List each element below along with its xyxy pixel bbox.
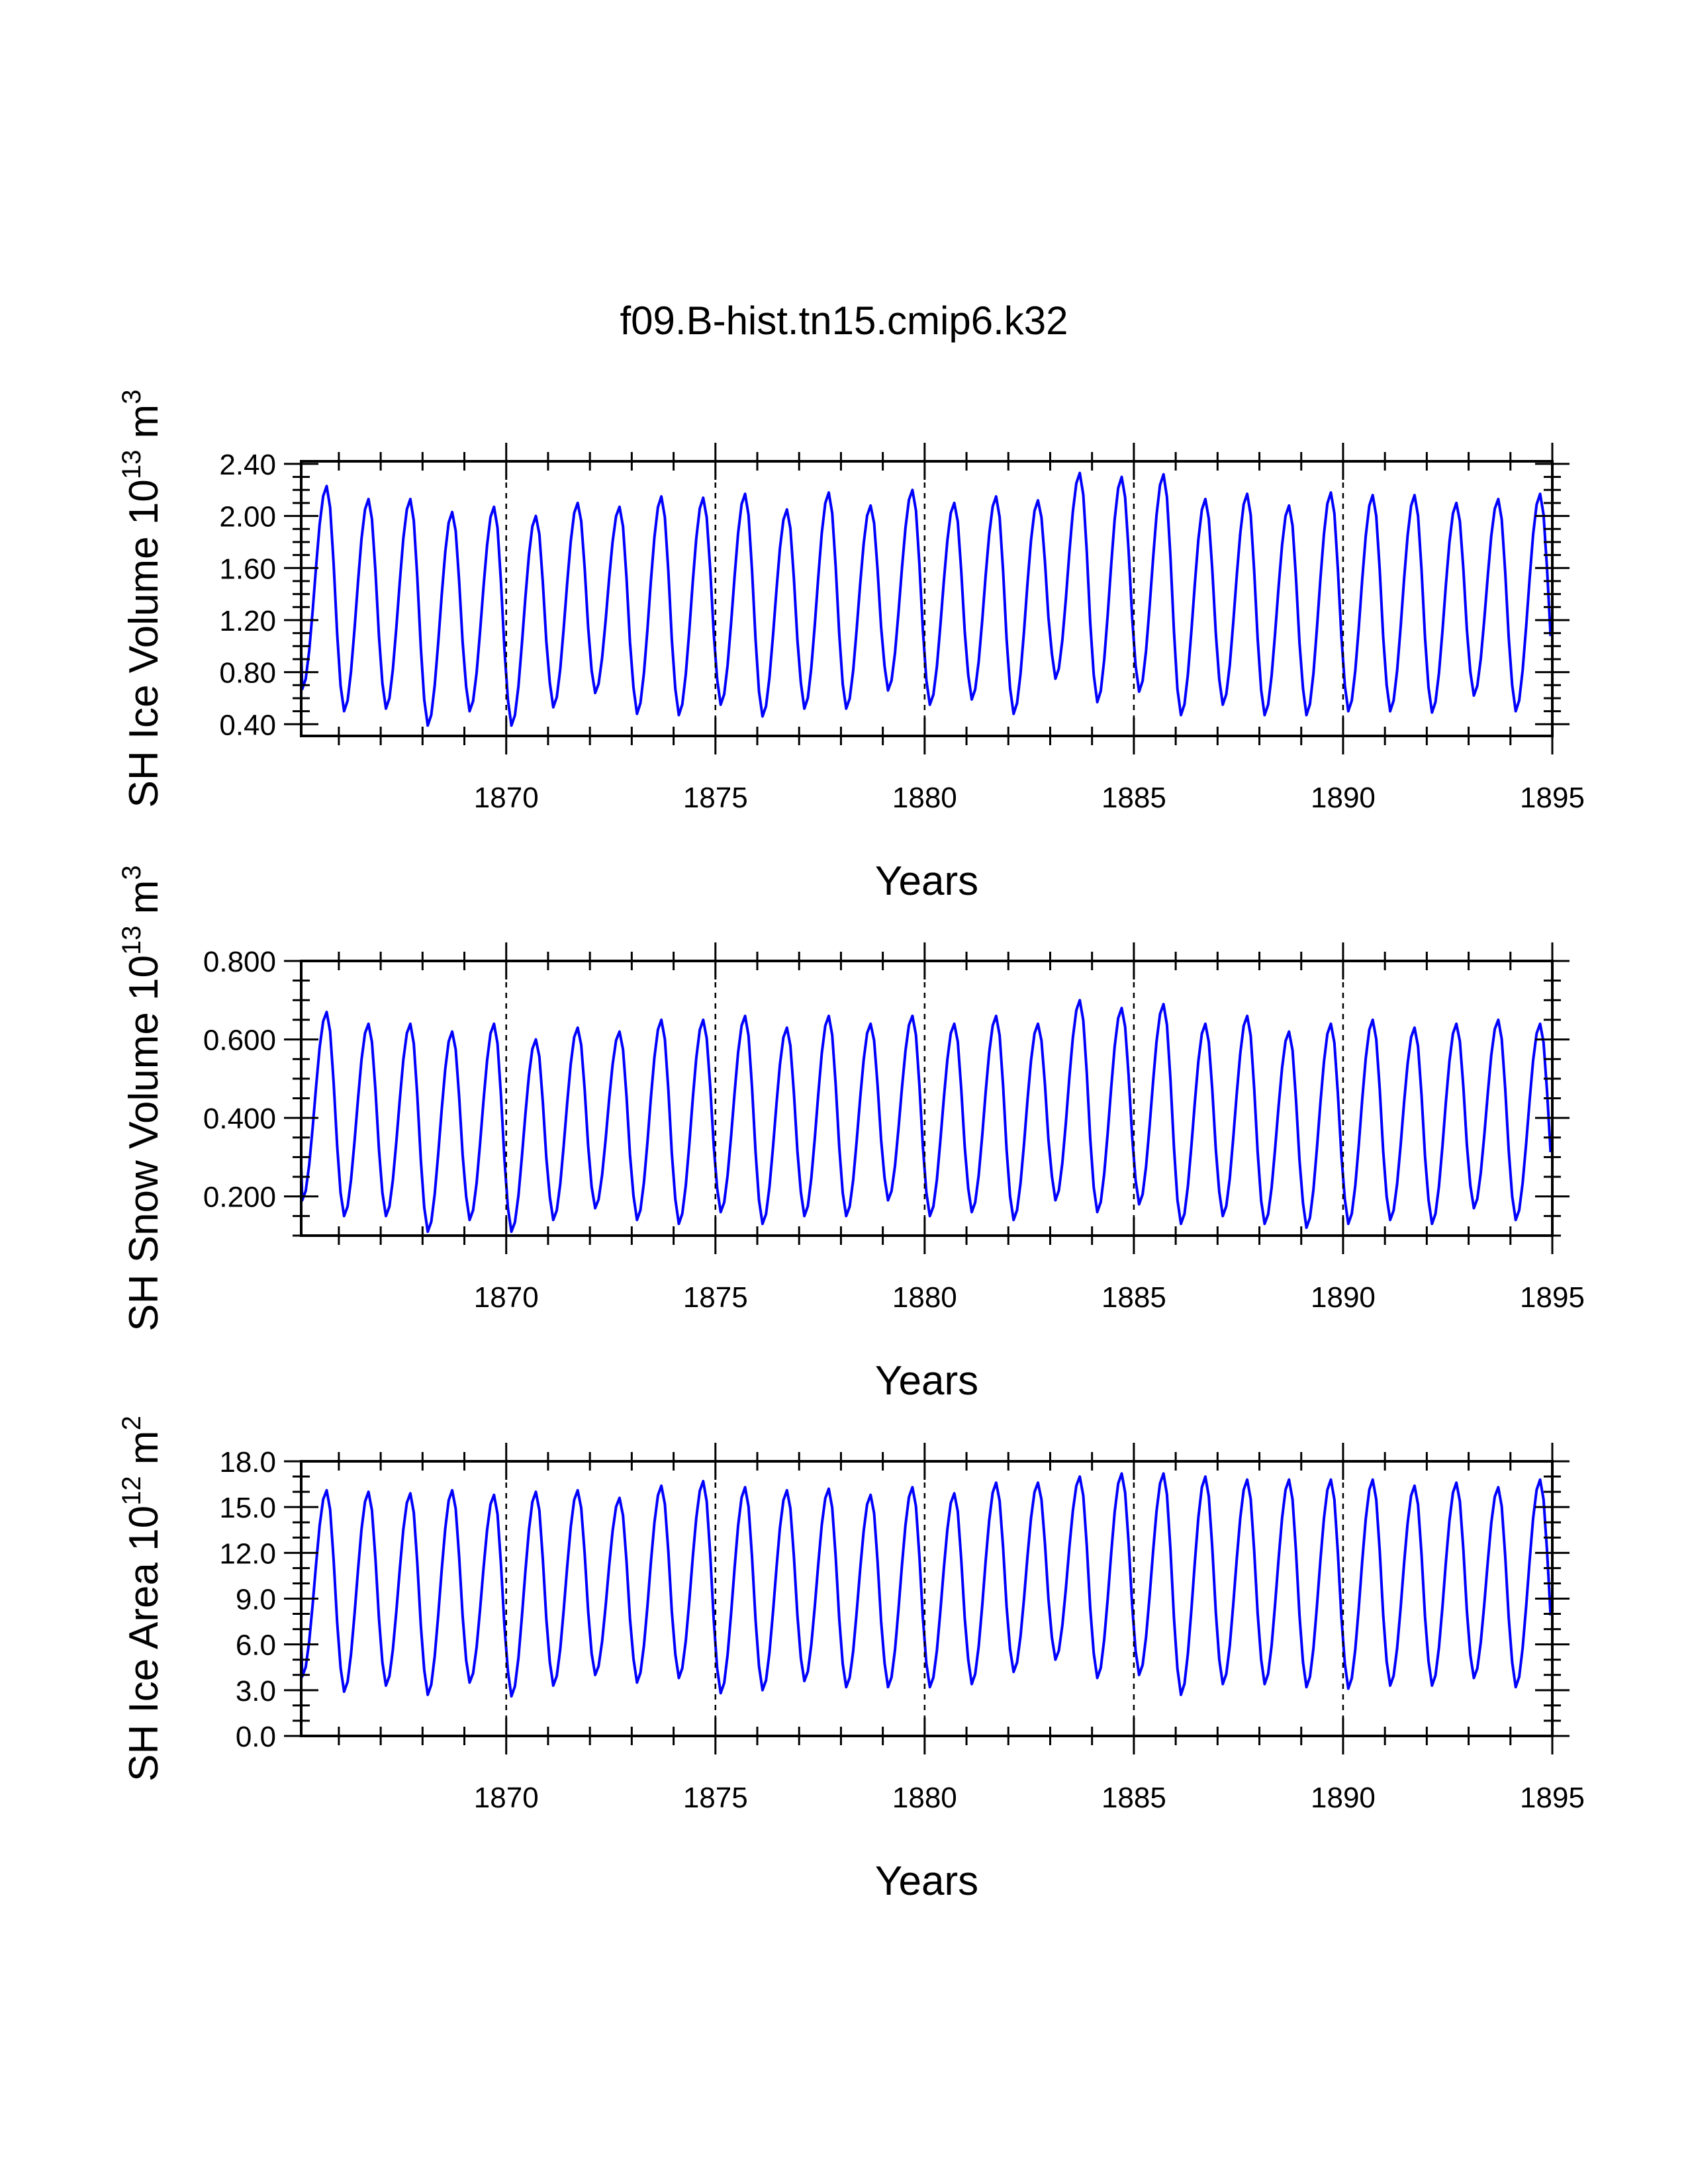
ice-volume-frame xyxy=(300,460,1554,737)
x-tick-label: 1890 xyxy=(1311,1281,1376,1314)
x-tick-label: 1875 xyxy=(683,1782,748,1814)
y-tick-label: 1.20 xyxy=(219,605,276,637)
y-tick-label: 15.0 xyxy=(219,1492,276,1524)
chart-ice-area: 1870 1875 1880 1885 1890 1895 0.0 3.0 6.0 9.0 12.0… xyxy=(117,1416,1585,1904)
snow-volume-series-line xyxy=(300,999,1552,1234)
y-tick-label: 6.0 xyxy=(236,1629,276,1662)
y-tick-label: 12.0 xyxy=(219,1537,276,1570)
x-tick-label: 1895 xyxy=(1520,782,1585,814)
chart-panels: 1870 1875 1880 1885 1890 1895 0.40 0.80 1.20 1.60… xyxy=(117,390,1585,1904)
ice-volume-x-axis-title: Years xyxy=(875,858,978,904)
x-tick-label: 1880 xyxy=(892,1782,957,1814)
y-tick-label: 1.60 xyxy=(219,553,276,585)
x-tick-label: 1895 xyxy=(1520,1782,1585,1814)
x-tick-label: 1885 xyxy=(1102,1782,1166,1814)
x-tick-label: 1895 xyxy=(1520,1281,1585,1314)
chart-ice-volume: 1870 1875 1880 1885 1890 1895 0.40 0.80 1.20 1.60… xyxy=(117,390,1585,904)
x-tick-label: 1870 xyxy=(474,1281,539,1314)
y-tick-label: 0.40 xyxy=(219,709,276,741)
y-tick-label: 0.400 xyxy=(203,1103,276,1135)
y-tick-label: 2.00 xyxy=(219,501,276,533)
ice-area-series-line xyxy=(300,1472,1552,1698)
x-tick-label: 1870 xyxy=(474,782,539,814)
y-tick-label: 0.0 xyxy=(236,1721,276,1753)
x-tick-label: 1870 xyxy=(474,1782,539,1814)
x-tick-label: 1875 xyxy=(683,782,748,814)
ice-volume-y-axis-title: SH Ice Volume 1013 m3 xyxy=(117,390,167,808)
x-tick-label: 1875 xyxy=(683,1281,748,1314)
figure-title: f09.B-hist.tn15.cmip6.k32 xyxy=(620,298,1068,343)
ice-area-y-axis-title: SH Ice Area 1012 m2 xyxy=(117,1416,167,1782)
x-tick-label: 1890 xyxy=(1311,782,1376,814)
y-tick-label: 9.0 xyxy=(236,1584,276,1616)
y-tick-label: 0.800 xyxy=(203,946,276,978)
y-tick-label: 2.40 xyxy=(219,449,276,481)
x-tick-label: 1885 xyxy=(1102,1281,1166,1314)
y-tick-label: 0.200 xyxy=(203,1181,276,1214)
x-tick-label: 1885 xyxy=(1102,782,1166,814)
x-tick-label: 1890 xyxy=(1311,1782,1376,1814)
y-tick-label: 3.0 xyxy=(236,1675,276,1707)
y-tick-label: 18.0 xyxy=(219,1446,276,1479)
ice-volume-series-line xyxy=(300,471,1552,727)
snow-volume-x-axis-title: Years xyxy=(875,1358,978,1404)
snow-volume-y-axis-title: SH Snow Volume 1013 m3 xyxy=(117,865,167,1331)
chart-snow-volume: 1870 1875 1880 1885 1890 1895 0.200 0.400 0.600 0… xyxy=(117,865,1585,1404)
x-tick-label: 1880 xyxy=(892,782,957,814)
x-tick-label: 1880 xyxy=(892,1281,957,1314)
ice-area-frame xyxy=(300,1460,1554,1737)
ice-area-x-axis-title: Years xyxy=(875,1858,978,1904)
y-tick-label: 0.600 xyxy=(203,1024,276,1057)
y-tick-label: 0.80 xyxy=(219,657,276,690)
